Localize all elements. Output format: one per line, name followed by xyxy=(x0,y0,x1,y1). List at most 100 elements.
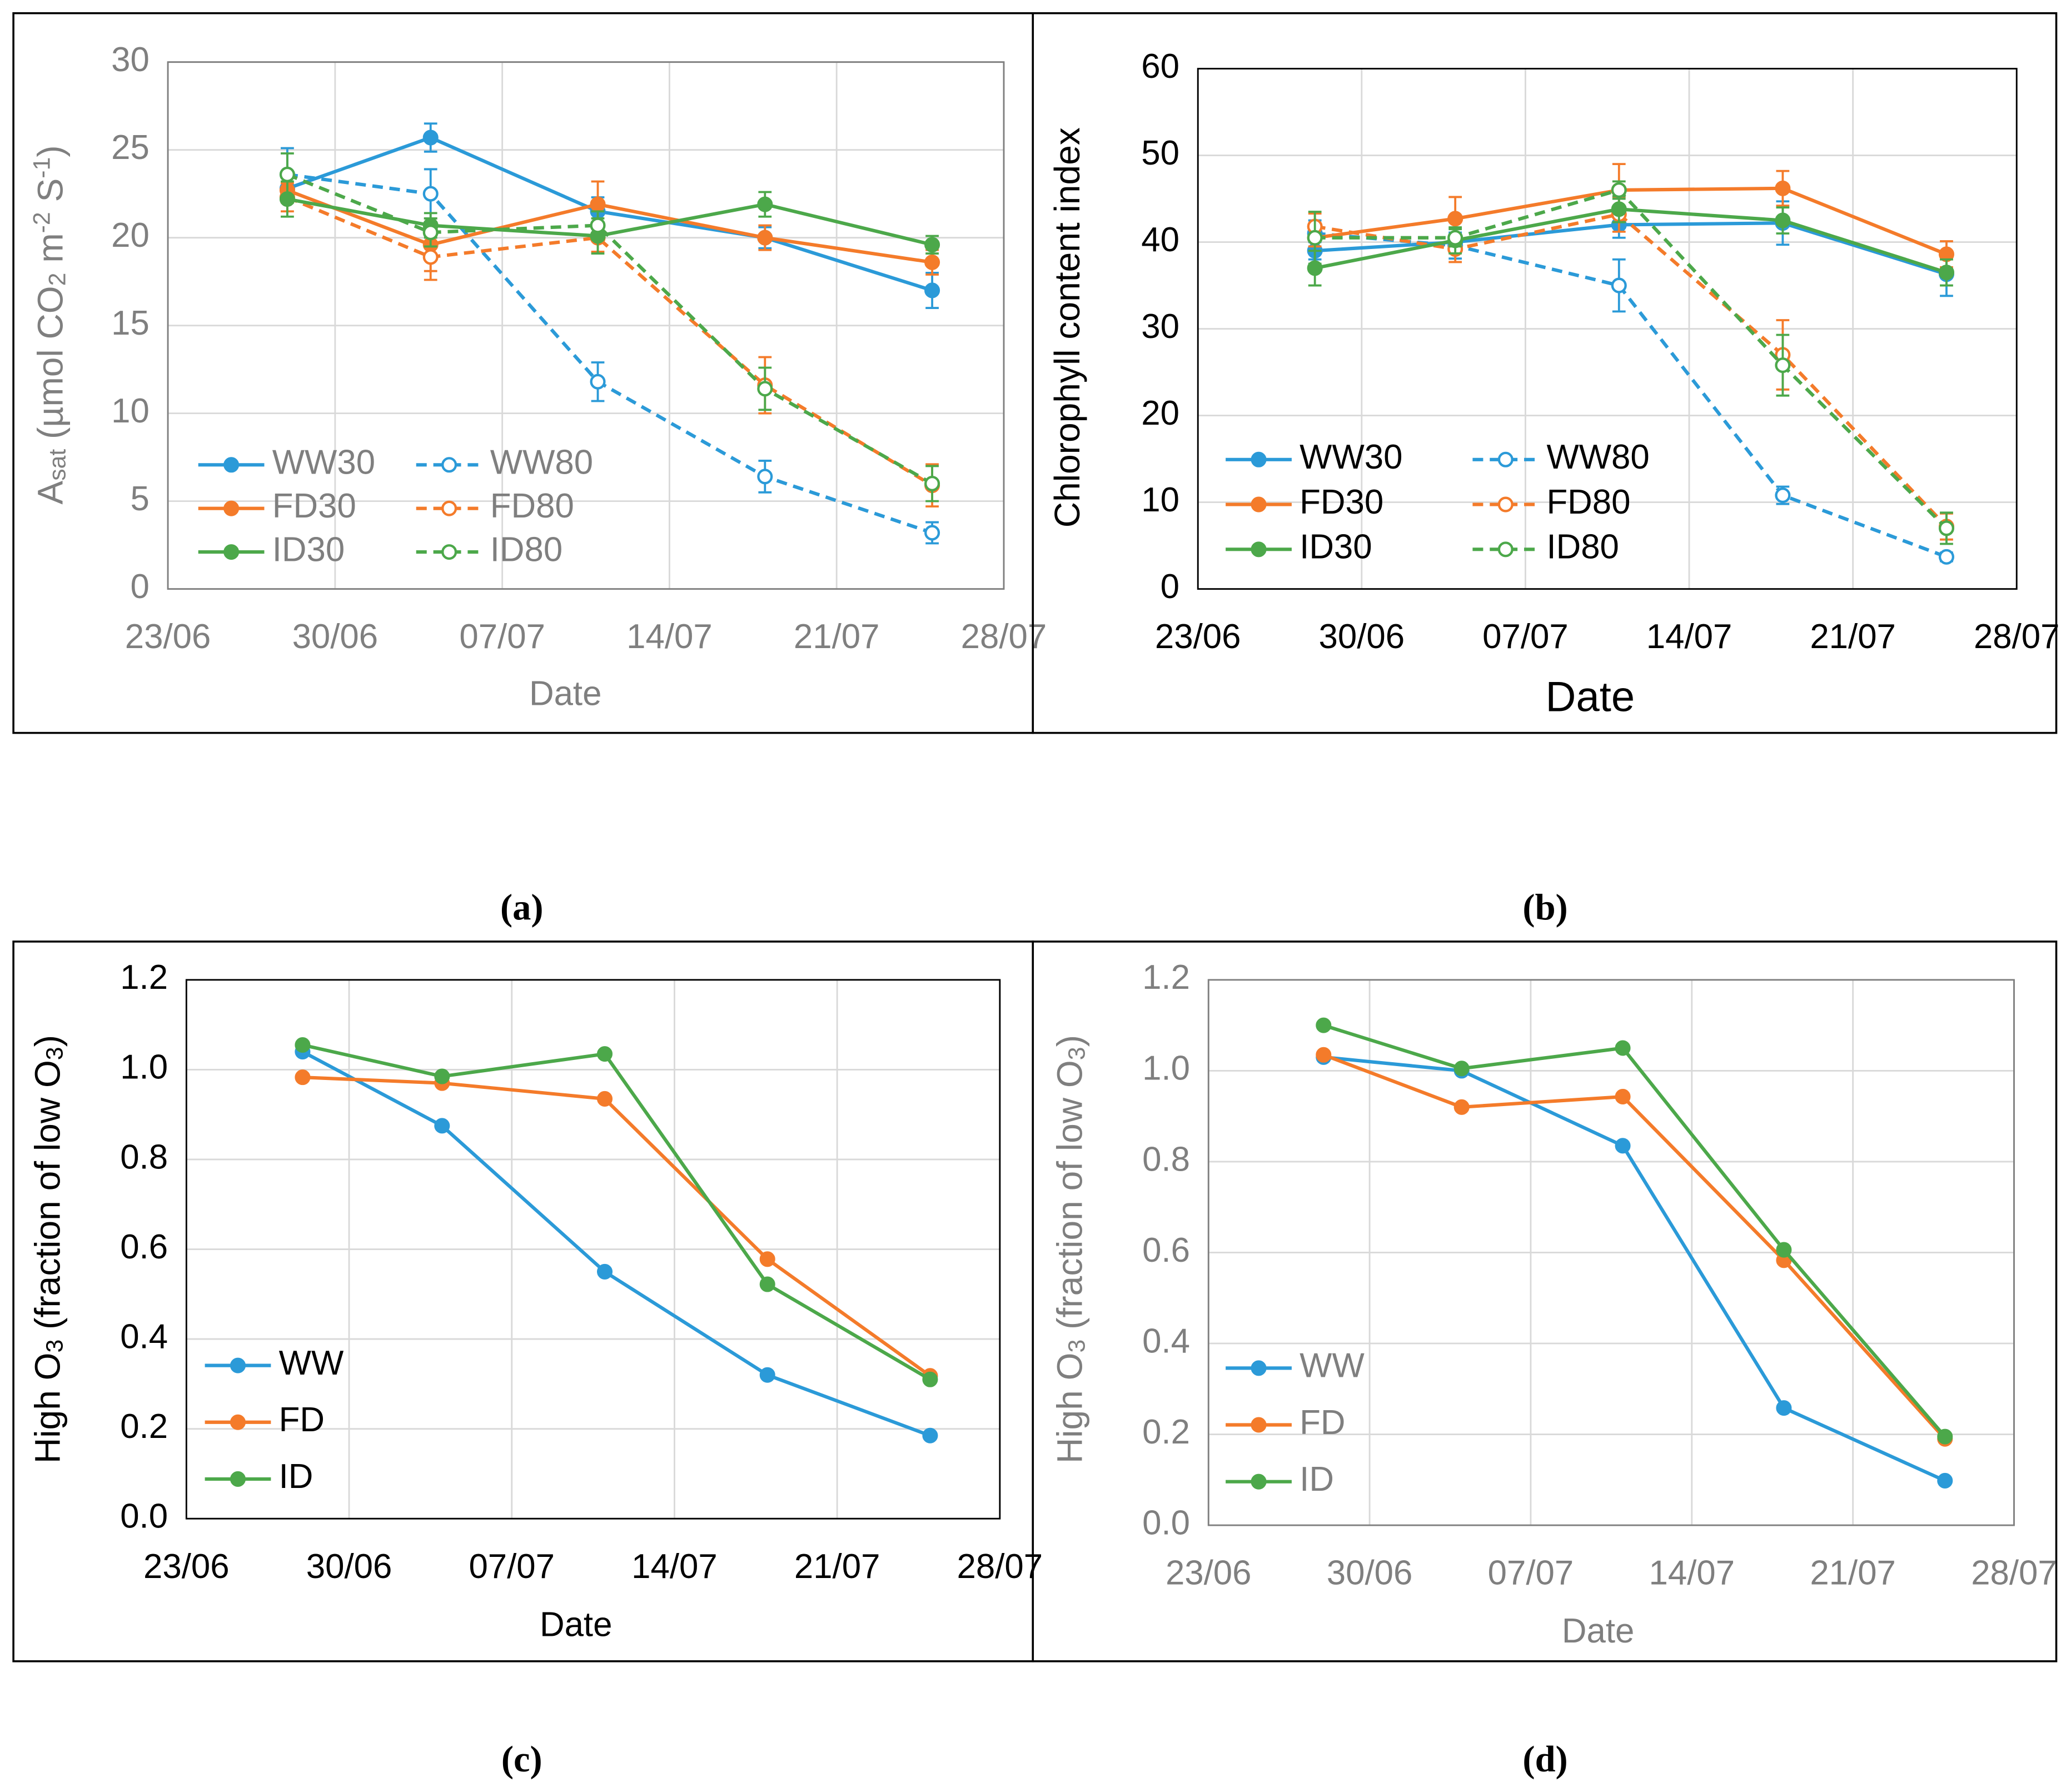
y-tick-label: 20 xyxy=(1141,394,1179,432)
x-tick-label: 30/06 xyxy=(1327,1554,1413,1592)
y-tick-label: 10 xyxy=(111,392,150,430)
x-tick-label: 28/07 xyxy=(1974,618,2060,656)
legend-marker xyxy=(223,500,240,516)
data-point xyxy=(1938,265,1955,281)
plot-border xyxy=(1207,979,2015,1526)
data-point xyxy=(1775,180,1791,196)
legend-label: WW80 xyxy=(1546,438,1649,476)
y-axis-title-part: 2 xyxy=(44,273,71,286)
y-tick-label: 0.6 xyxy=(120,1228,168,1266)
panel-caption: (d) xyxy=(1522,1739,1567,1780)
data-point xyxy=(757,230,773,246)
panel-caption: (b) xyxy=(1522,888,1567,928)
legend-label: ID80 xyxy=(1546,528,1619,566)
legend-label: ID30 xyxy=(272,530,345,569)
y-axis-title-part: sat xyxy=(44,449,71,481)
y-tick-label: 0.4 xyxy=(120,1317,168,1356)
y-axis-title: High O3 (fraction of low O3) xyxy=(1049,1035,1090,1464)
data-point xyxy=(1316,1047,1332,1063)
y-tick-label: 0.0 xyxy=(1142,1504,1190,1542)
data-point xyxy=(922,1371,938,1387)
data-point xyxy=(1316,1017,1332,1033)
y-axis-title-part: 3 xyxy=(42,1340,68,1353)
legend-marker xyxy=(1497,541,1514,557)
x-tick-label: 23/06 xyxy=(1155,618,1241,656)
data-point xyxy=(434,1118,450,1134)
legend-marker xyxy=(1251,451,1267,467)
y-tick-label: 30 xyxy=(111,41,150,79)
y-axis-title: High O3 (fraction of low O3) xyxy=(28,1035,68,1464)
data-point xyxy=(1611,277,1627,293)
legend-label: FD30 xyxy=(272,487,356,525)
y-axis-title-part: Chlorophyll content index xyxy=(1047,127,1087,527)
y-tick-label: 15 xyxy=(111,304,150,342)
series-line xyxy=(302,1043,931,1381)
y-tick-label: 0 xyxy=(130,568,149,606)
plot-border xyxy=(185,979,1001,1520)
legend-label: WW80 xyxy=(490,444,593,482)
panel: 0.0 0.2 0.4 0.6 0.8 1.0 1.2 23/06 30/06 07/07 14/0… xyxy=(1032,940,2058,1662)
series-line xyxy=(302,1076,932,1377)
panel-caption: (a) xyxy=(500,888,544,928)
data-point xyxy=(590,196,606,212)
legend-marker xyxy=(1251,496,1267,512)
data-point xyxy=(1615,1138,1631,1154)
y-axis-title-part: (fraction of low O xyxy=(28,1060,68,1339)
x-tick-label: 23/06 xyxy=(125,618,211,656)
panel: 0 10 20 30 40 50 60 23/06 30/06 07/07 14/07 21/07 28… xyxy=(1032,12,2060,734)
legend-marker xyxy=(230,1357,246,1373)
x-tick-label: 07/07 xyxy=(459,618,545,656)
y-axis-title-part: (µmol CO xyxy=(30,286,70,449)
data-point xyxy=(1453,1099,1470,1115)
data-point xyxy=(295,1037,311,1053)
data-point xyxy=(596,1091,613,1107)
x-tick-label: 30/06 xyxy=(292,618,379,656)
series-line xyxy=(1315,231,1948,559)
legend-label: ID80 xyxy=(490,530,562,569)
data-point xyxy=(757,469,773,485)
legend-marker xyxy=(1251,1417,1267,1433)
panel-caption: (c) xyxy=(501,1739,542,1780)
series-line xyxy=(286,196,933,487)
legend-label: WW xyxy=(279,1344,344,1382)
x-axis-title: Date xyxy=(1546,673,1635,720)
data-point xyxy=(590,217,606,233)
series-line xyxy=(1323,1055,1946,1482)
legend-label: FD30 xyxy=(1300,483,1383,521)
y-axis-title-part: ) xyxy=(1049,1035,1089,1047)
y-axis-title-part: High O xyxy=(1049,1352,1089,1464)
data-point xyxy=(1776,1242,1792,1258)
legend-label: ID xyxy=(1300,1460,1334,1499)
y-tick-label: 0.8 xyxy=(1142,1140,1190,1178)
y-tick-label: 1.0 xyxy=(1142,1049,1190,1088)
series-line xyxy=(1323,1023,1946,1438)
y-axis-title-part: (fraction of low O xyxy=(1049,1060,1089,1339)
data-point xyxy=(1775,487,1791,504)
legend-marker xyxy=(1497,451,1514,467)
y-axis-title-part: 3 xyxy=(1064,1047,1091,1060)
x-axis-title: Date xyxy=(529,674,601,713)
data-point xyxy=(1447,211,1463,227)
x-axis-title: Date xyxy=(540,1605,612,1644)
data-point xyxy=(924,476,940,492)
legend-marker xyxy=(1251,541,1267,557)
x-tick-label: 21/07 xyxy=(1810,1554,1896,1592)
data-point xyxy=(596,1046,613,1062)
x-tick-label: 28/07 xyxy=(1971,1554,2057,1592)
legend-marker xyxy=(223,544,240,560)
legend-label: WW30 xyxy=(1300,438,1402,476)
data-point xyxy=(924,525,940,541)
legend-marker xyxy=(230,1414,246,1430)
x-tick-label: 07/07 xyxy=(1488,1554,1574,1592)
data-point xyxy=(922,1427,938,1443)
y-tick-label: 0.2 xyxy=(120,1407,168,1446)
x-tick-label: 23/06 xyxy=(143,1547,230,1586)
data-point xyxy=(295,1069,311,1086)
legend-marker xyxy=(1251,1360,1267,1376)
series-line xyxy=(286,173,933,485)
y-tick-label: 40 xyxy=(1141,221,1179,259)
panel: 0.0 0.2 0.4 0.6 0.8 1.0 1.2 23/06 30/06 07/07 14/0… xyxy=(12,940,1043,1662)
y-tick-label: 0 xyxy=(1161,568,1179,606)
